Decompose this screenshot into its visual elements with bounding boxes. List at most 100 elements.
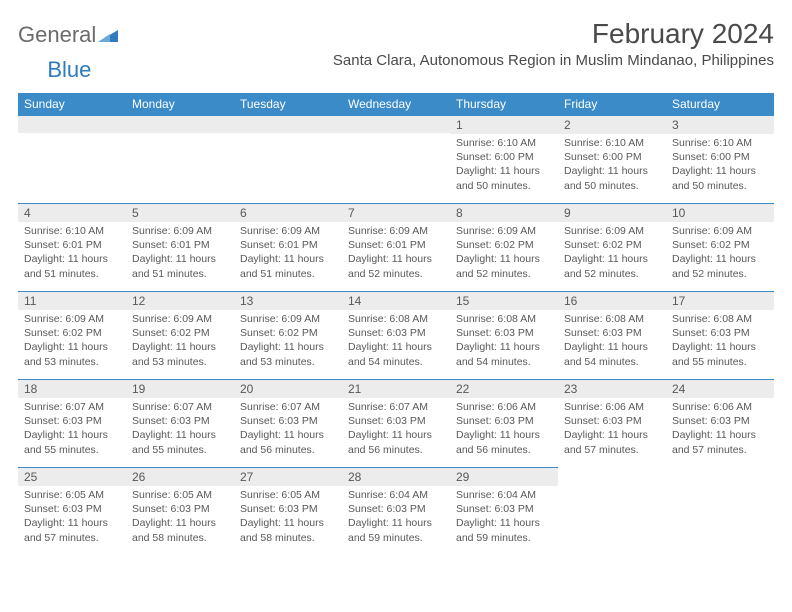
daylight-line: Daylight: 11 hours and 54 minutes. xyxy=(456,340,552,368)
day-header: Sunday xyxy=(18,93,126,115)
day-number: 25 xyxy=(18,467,126,486)
logo-text: General xyxy=(18,22,118,48)
sunrise-line: Sunrise: 6:06 AM xyxy=(672,400,768,414)
day-body: Sunrise: 6:04 AMSunset: 6:03 PMDaylight:… xyxy=(450,486,558,549)
daylight-line: Daylight: 11 hours and 57 minutes. xyxy=(24,516,120,544)
calendar-cell xyxy=(126,115,234,203)
day-number: 9 xyxy=(558,203,666,222)
title-block: February 2024 Santa Clara, Autonomous Re… xyxy=(333,18,774,69)
calendar-cell xyxy=(558,467,666,555)
daylight-line: Daylight: 11 hours and 56 minutes. xyxy=(240,428,336,456)
calendar-cell: 10Sunrise: 6:09 AMSunset: 6:02 PMDayligh… xyxy=(666,203,774,291)
day-body: Sunrise: 6:06 AMSunset: 6:03 PMDaylight:… xyxy=(666,398,774,461)
calendar-cell: 14Sunrise: 6:08 AMSunset: 6:03 PMDayligh… xyxy=(342,291,450,379)
day-body: Sunrise: 6:07 AMSunset: 6:03 PMDaylight:… xyxy=(342,398,450,461)
day-body: Sunrise: 6:04 AMSunset: 6:03 PMDaylight:… xyxy=(342,486,450,549)
calendar-cell: 19Sunrise: 6:07 AMSunset: 6:03 PMDayligh… xyxy=(126,379,234,467)
calendar-cell: 3Sunrise: 6:10 AMSunset: 6:00 PMDaylight… xyxy=(666,115,774,203)
day-body: Sunrise: 6:06 AMSunset: 6:03 PMDaylight:… xyxy=(450,398,558,461)
sunset-line: Sunset: 6:02 PM xyxy=(132,326,228,340)
sunset-line: Sunset: 6:00 PM xyxy=(456,150,552,164)
day-body: Sunrise: 6:05 AMSunset: 6:03 PMDaylight:… xyxy=(126,486,234,549)
empty-cell xyxy=(126,115,234,133)
calendar-cell: 20Sunrise: 6:07 AMSunset: 6:03 PMDayligh… xyxy=(234,379,342,467)
calendar-week: 4Sunrise: 6:10 AMSunset: 6:01 PMDaylight… xyxy=(18,203,774,291)
day-body: Sunrise: 6:10 AMSunset: 6:00 PMDaylight:… xyxy=(450,134,558,197)
day-number: 17 xyxy=(666,291,774,310)
day-header: Saturday xyxy=(666,93,774,115)
day-body: Sunrise: 6:09 AMSunset: 6:02 PMDaylight:… xyxy=(558,222,666,285)
logo-triangle-icon xyxy=(98,22,118,48)
day-header: Friday xyxy=(558,93,666,115)
day-number: 19 xyxy=(126,379,234,398)
sunset-line: Sunset: 6:03 PM xyxy=(24,414,120,428)
sunrise-line: Sunrise: 6:08 AM xyxy=(672,312,768,326)
day-number: 1 xyxy=(450,115,558,134)
sunrise-line: Sunrise: 6:05 AM xyxy=(240,488,336,502)
sunrise-line: Sunrise: 6:09 AM xyxy=(132,312,228,326)
day-number: 11 xyxy=(18,291,126,310)
daylight-line: Daylight: 11 hours and 51 minutes. xyxy=(132,252,228,280)
day-body: Sunrise: 6:09 AMSunset: 6:02 PMDaylight:… xyxy=(450,222,558,285)
daylight-line: Daylight: 11 hours and 50 minutes. xyxy=(456,164,552,192)
day-body: Sunrise: 6:07 AMSunset: 6:03 PMDaylight:… xyxy=(126,398,234,461)
daylight-line: Daylight: 11 hours and 54 minutes. xyxy=(564,340,660,368)
calendar-cell: 4Sunrise: 6:10 AMSunset: 6:01 PMDaylight… xyxy=(18,203,126,291)
sunrise-line: Sunrise: 6:06 AM xyxy=(564,400,660,414)
calendar-cell: 21Sunrise: 6:07 AMSunset: 6:03 PMDayligh… xyxy=(342,379,450,467)
day-header: Thursday xyxy=(450,93,558,115)
day-number: 26 xyxy=(126,467,234,486)
calendar-cell: 26Sunrise: 6:05 AMSunset: 6:03 PMDayligh… xyxy=(126,467,234,555)
calendar-cell: 1Sunrise: 6:10 AMSunset: 6:00 PMDaylight… xyxy=(450,115,558,203)
sunrise-line: Sunrise: 6:04 AM xyxy=(456,488,552,502)
daylight-line: Daylight: 11 hours and 55 minutes. xyxy=(132,428,228,456)
daylight-line: Daylight: 11 hours and 57 minutes. xyxy=(564,428,660,456)
day-number: 23 xyxy=(558,379,666,398)
empty-cell xyxy=(18,115,126,133)
location-subtitle: Santa Clara, Autonomous Region in Muslim… xyxy=(333,52,774,69)
calendar-head: SundayMondayTuesdayWednesdayThursdayFrid… xyxy=(18,93,774,115)
sunset-line: Sunset: 6:01 PM xyxy=(132,238,228,252)
sunset-line: Sunset: 6:00 PM xyxy=(564,150,660,164)
daylight-line: Daylight: 11 hours and 57 minutes. xyxy=(672,428,768,456)
day-number: 21 xyxy=(342,379,450,398)
calendar-cell: 8Sunrise: 6:09 AMSunset: 6:02 PMDaylight… xyxy=(450,203,558,291)
sunset-line: Sunset: 6:00 PM xyxy=(672,150,768,164)
day-number: 27 xyxy=(234,467,342,486)
logo-word-2: Blue xyxy=(47,57,91,83)
sunrise-line: Sunrise: 6:08 AM xyxy=(456,312,552,326)
day-body: Sunrise: 6:06 AMSunset: 6:03 PMDaylight:… xyxy=(558,398,666,461)
calendar-cell: 27Sunrise: 6:05 AMSunset: 6:03 PMDayligh… xyxy=(234,467,342,555)
day-body: Sunrise: 6:08 AMSunset: 6:03 PMDaylight:… xyxy=(558,310,666,373)
sunrise-line: Sunrise: 6:09 AM xyxy=(348,224,444,238)
day-body: Sunrise: 6:10 AMSunset: 6:01 PMDaylight:… xyxy=(18,222,126,285)
calendar-cell: 12Sunrise: 6:09 AMSunset: 6:02 PMDayligh… xyxy=(126,291,234,379)
calendar-cell xyxy=(666,467,774,555)
sunset-line: Sunset: 6:03 PM xyxy=(456,502,552,516)
daylight-line: Daylight: 11 hours and 58 minutes. xyxy=(132,516,228,544)
sunrise-line: Sunrise: 6:10 AM xyxy=(24,224,120,238)
calendar-cell xyxy=(18,115,126,203)
calendar-cell: 15Sunrise: 6:08 AMSunset: 6:03 PMDayligh… xyxy=(450,291,558,379)
daylight-line: Daylight: 11 hours and 55 minutes. xyxy=(24,428,120,456)
sunrise-line: Sunrise: 6:09 AM xyxy=(672,224,768,238)
day-body: Sunrise: 6:09 AMSunset: 6:01 PMDaylight:… xyxy=(234,222,342,285)
day-body: Sunrise: 6:08 AMSunset: 6:03 PMDaylight:… xyxy=(450,310,558,373)
day-body: Sunrise: 6:07 AMSunset: 6:03 PMDaylight:… xyxy=(234,398,342,461)
daylight-line: Daylight: 11 hours and 50 minutes. xyxy=(672,164,768,192)
sunset-line: Sunset: 6:03 PM xyxy=(348,414,444,428)
sunset-line: Sunset: 6:01 PM xyxy=(24,238,120,252)
day-body: Sunrise: 6:09 AMSunset: 6:02 PMDaylight:… xyxy=(18,310,126,373)
calendar-cell: 29Sunrise: 6:04 AMSunset: 6:03 PMDayligh… xyxy=(450,467,558,555)
sunrise-line: Sunrise: 6:10 AM xyxy=(456,136,552,150)
day-number: 3 xyxy=(666,115,774,134)
sunrise-line: Sunrise: 6:09 AM xyxy=(456,224,552,238)
calendar-week: 18Sunrise: 6:07 AMSunset: 6:03 PMDayligh… xyxy=(18,379,774,467)
day-body: Sunrise: 6:10 AMSunset: 6:00 PMDaylight:… xyxy=(666,134,774,197)
day-number: 16 xyxy=(558,291,666,310)
day-number: 20 xyxy=(234,379,342,398)
sunrise-line: Sunrise: 6:09 AM xyxy=(24,312,120,326)
day-body: Sunrise: 6:08 AMSunset: 6:03 PMDaylight:… xyxy=(342,310,450,373)
day-number: 15 xyxy=(450,291,558,310)
day-number: 7 xyxy=(342,203,450,222)
